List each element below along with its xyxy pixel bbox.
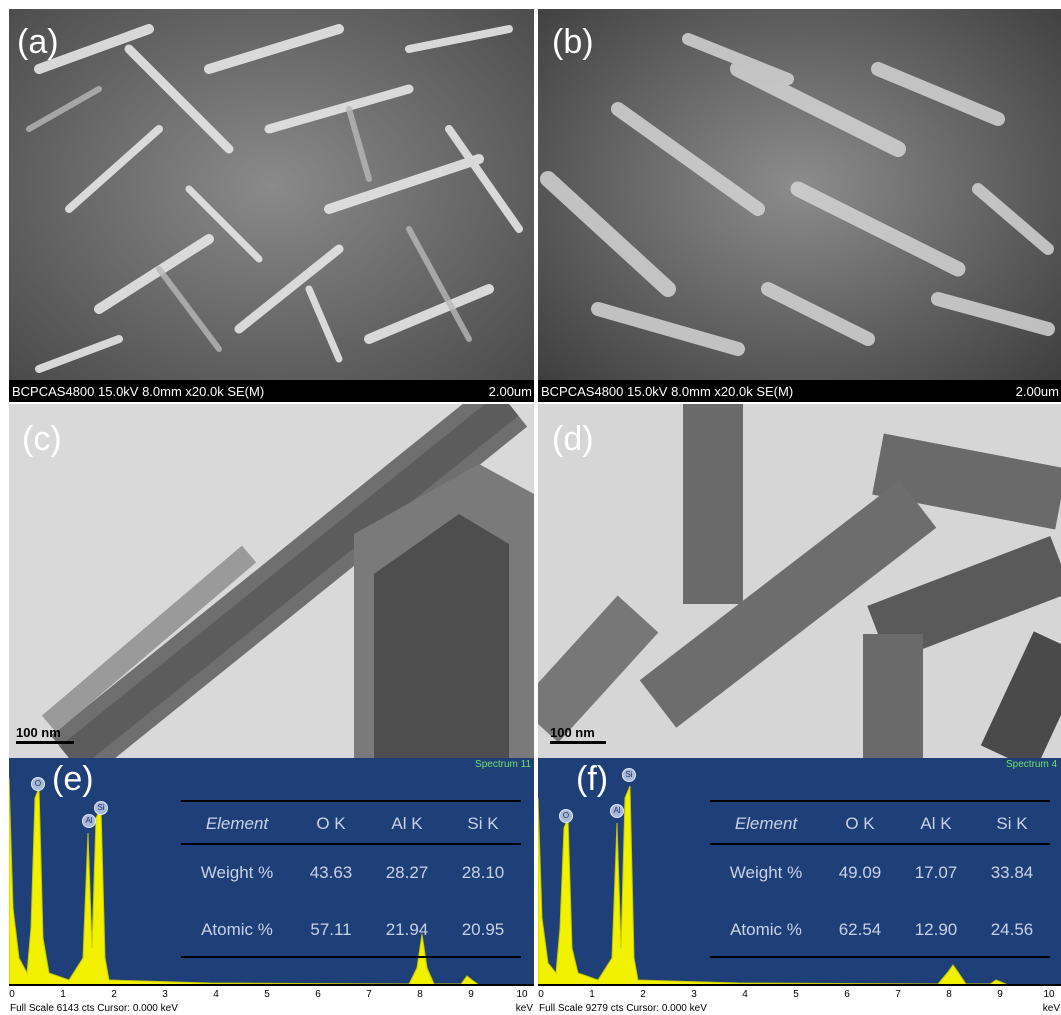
table-cell: 28.10 (461, 863, 505, 882)
axis-tick-label: 5 (793, 989, 799, 1000)
axis-tick-label: 0 (538, 989, 544, 1000)
eds-plot-e (9, 758, 534, 986)
tem-scale-bar: 100 nm (16, 725, 74, 744)
energy-axis: 0 1 2 3 4 5 6 7 8 9 10 Full Scale 9279 c… (538, 986, 1061, 1015)
table-cell: 57.11 (310, 920, 352, 939)
sem-scale-text: 2.00um (488, 384, 532, 399)
peak-marker-al: Al (82, 814, 96, 828)
table-rule-top (710, 800, 1050, 802)
table-header-o: O K (845, 814, 875, 833)
peak-marker-si: Si (622, 768, 636, 782)
eds-spectrum-trace (538, 785, 1061, 986)
axis-tick-label: 4 (742, 989, 748, 1000)
axis-tick-label: 2 (111, 989, 117, 1000)
panel-a-sem-image: (a) BCPCAS4800 15.0kV 8.0mm x20.0k SE(M)… (9, 9, 534, 402)
composition-table: Element O K Al K Si K Weight % 49.09 17.… (710, 800, 1050, 960)
eds-footer: Full Scale 6143 cts Cursor: 0.000 keV (10, 1003, 178, 1014)
table-rule-bottom (181, 956, 521, 958)
spectrum-name: Spectrum 4 (1006, 759, 1058, 770)
axis-tick-label: 3 (162, 989, 168, 1000)
panel-label: (c) (22, 420, 62, 458)
table-row-label: Atomic % (201, 920, 273, 939)
peak-marker-si: Si (94, 801, 108, 815)
sem-info-text: BCPCAS4800 15.0kV 8.0mm x20.0k SE(M) (12, 384, 265, 399)
axis-tick-label: 9 (468, 989, 474, 1000)
axis-tick-label: 10 (516, 989, 528, 1000)
axis-unit: keV (515, 1003, 533, 1014)
axis-tick-label: 8 (946, 989, 952, 1000)
table-header-o: O K (316, 814, 346, 833)
table-header-si: Si K (996, 814, 1028, 833)
tem-texture-c (9, 404, 534, 758)
table-row-label: Weight % (729, 863, 803, 882)
table-rule-mid (710, 843, 1050, 845)
table-header-si: Si K (467, 814, 499, 833)
table-cell: 17.07 (914, 863, 958, 882)
table-cell: 43.63 (309, 863, 353, 882)
axis-tick-label: 4 (213, 989, 219, 1000)
axis-tick-label: 9 (997, 989, 1003, 1000)
axis-tick-label: 1 (589, 989, 595, 1000)
table-cell: 49.09 (838, 863, 882, 882)
axis-tick-label: 2 (640, 989, 646, 1000)
sem-info-text: BCPCAS4800 15.0kV 8.0mm x20.0k SE(M) (541, 384, 794, 399)
axis-unit: keV (1042, 1003, 1060, 1014)
panel-label: (b) (552, 23, 594, 61)
tem-texture-d (538, 404, 1061, 758)
panel-d-tem-image: (d) 100 nm (538, 404, 1061, 758)
peak-marker-al: Al (610, 804, 624, 818)
panel-label: (a) (17, 23, 59, 61)
axis-tick-label: 6 (315, 989, 321, 1000)
axis-tick-label: 1 (60, 989, 66, 1000)
sem-texture-b (538, 9, 1061, 402)
peak-marker-o: O (31, 777, 45, 791)
eds-footer: Full Scale 9279 cts Cursor: 0.000 keV (539, 1003, 707, 1014)
tem-scale-bar: 100 nm (550, 725, 606, 744)
table-header-element: Element (734, 814, 798, 833)
table-cell: 24.56 (990, 920, 1034, 939)
table-cell: 28.27 (385, 863, 429, 882)
axis-tick-label: 7 (366, 989, 372, 1000)
sem-info-bar: BCPCAS4800 15.0kV 8.0mm x20.0k SE(M) 2.0… (9, 380, 534, 402)
axis-tick-label: 7 (895, 989, 901, 1000)
table-cell: 12.90 (914, 920, 958, 939)
tem-scale-line (16, 741, 74, 744)
composition-table: Element O K Al K Si K Weight % 43.63 28.… (181, 800, 521, 960)
axis-tick-label: 3 (691, 989, 697, 1000)
axis-tick-label: 10 (1043, 989, 1055, 1000)
panel-c-tem-image: (c) 100 nm (9, 404, 534, 758)
sem-texture-a (9, 9, 534, 402)
peak-marker-o: O (559, 809, 573, 823)
axis-tick-label: 5 (264, 989, 270, 1000)
table-cell: 62.54 (838, 920, 882, 939)
axis-tick-label: 6 (844, 989, 850, 1000)
table-rule-mid (181, 843, 521, 845)
table-header-al: Al K (920, 814, 952, 833)
panel-b-sem-image: (b) BCPCAS4800 15.0kV 8.0mm x20.0k SE(M)… (538, 9, 1061, 402)
energy-axis: 0 1 2 3 4 5 6 7 8 9 10 Full Scale 6143 c… (9, 986, 534, 1015)
table-header-element: Element (205, 814, 269, 833)
eds-plot-f (538, 758, 1061, 986)
table-rule-bottom (710, 956, 1050, 958)
axis-tick-label: 8 (417, 989, 423, 1000)
panel-e-eds-spectrum: Spectrum 11 O Al Si (e) Element O K Al K… (9, 758, 534, 1015)
axis-tick-label: 0 (9, 989, 15, 1000)
panel-f-eds-spectrum: Spectrum 4 O Al Si (f) Element O K Al K … (538, 758, 1061, 1015)
table-row-label: Atomic % (730, 920, 802, 939)
table-cell: 33.84 (990, 863, 1034, 882)
panel-label: (f) (576, 760, 609, 798)
panel-label: (d) (552, 420, 594, 458)
tem-scale-text: 100 nm (550, 725, 595, 740)
tem-scale-line (550, 741, 606, 744)
spectrum-name: Spectrum 11 (475, 759, 531, 770)
sem-info-bar: BCPCAS4800 15.0kV 8.0mm x20.0k SE(M) 2.0… (538, 380, 1061, 402)
sem-scale-text: 2.00um (1015, 384, 1059, 399)
table-header-al: Al K (391, 814, 423, 833)
panel-label: (e) (52, 760, 94, 798)
table-rule-top (181, 800, 521, 802)
tem-scale-text: 100 nm (16, 725, 61, 740)
table-cell: 20.95 (461, 920, 505, 939)
table-row-label: Weight % (200, 863, 274, 882)
table-cell: 21.94 (385, 920, 429, 939)
